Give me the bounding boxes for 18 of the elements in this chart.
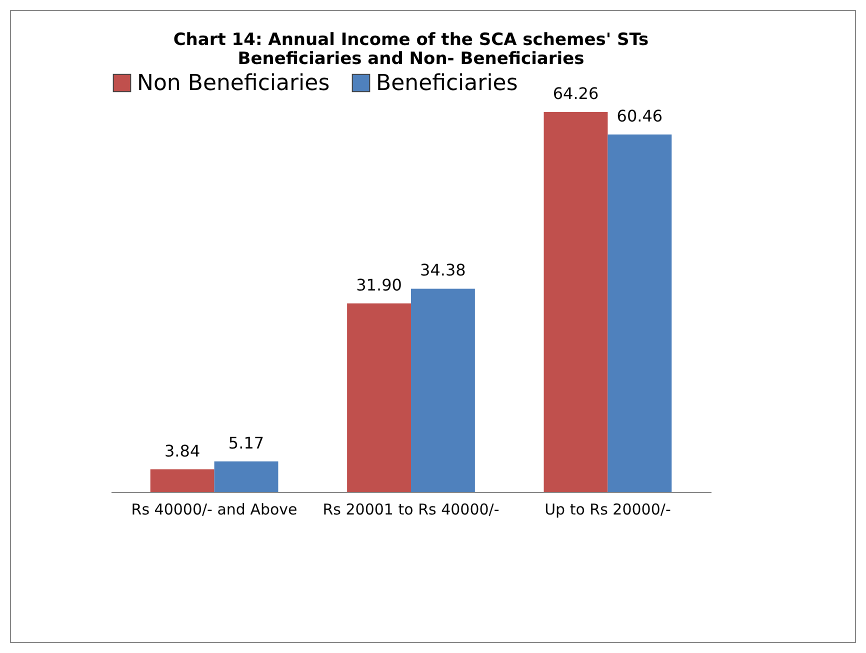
data-label: 34.38 bbox=[420, 260, 466, 280]
bar bbox=[214, 461, 278, 492]
data-label: 5.17 bbox=[228, 433, 264, 452]
bar bbox=[608, 134, 672, 492]
legend-label: Non Beneficiaries bbox=[137, 71, 330, 96]
data-label: 3.84 bbox=[164, 441, 200, 460]
bar bbox=[347, 303, 411, 492]
x-tick-label: Up to Rs 20000/- bbox=[544, 500, 671, 518]
chart-title: Chart 14: Annual Income of the SCA schemes' STs Beneficiaries and Non- Beneficiaries bbox=[173, 30, 649, 69]
data-label: 64.26 bbox=[552, 84, 599, 103]
x-tick-label: Rs 40000/- and Above bbox=[131, 500, 298, 518]
bar bbox=[544, 112, 608, 492]
bar bbox=[411, 288, 475, 492]
x-tick-label: Rs 20001 to Rs 40000/- bbox=[322, 500, 500, 518]
bar bbox=[150, 469, 214, 492]
legend-label: Beneficiaries bbox=[376, 71, 518, 96]
data-label: 60.46 bbox=[616, 106, 663, 126]
data-label: 31.90 bbox=[356, 275, 402, 294]
